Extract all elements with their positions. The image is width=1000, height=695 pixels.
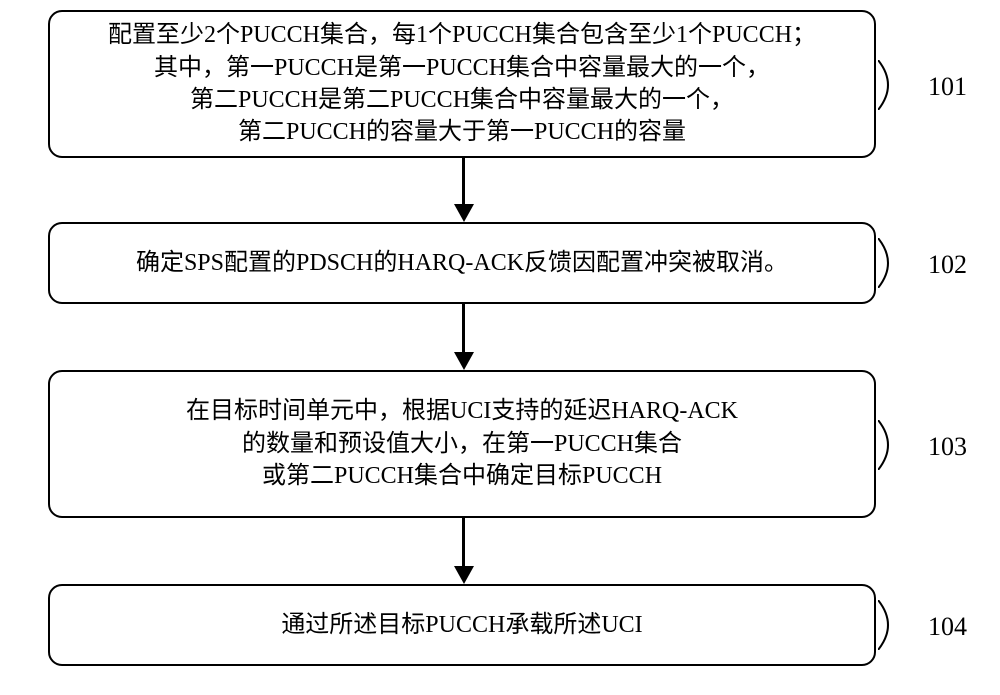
label-connector-103 <box>878 420 928 470</box>
step-101-line-2: 其中，第一PUCCH是第一PUCCH集合中容量最大的一个， <box>154 52 770 84</box>
label-connector-104 <box>878 600 928 650</box>
step-101-label: 101 <box>928 72 967 102</box>
step-101-line-1: 配置至少2个PUCCH集合，每1个PUCCH集合包含至少1个PUCCH； <box>108 19 816 51</box>
label-connector-102 <box>878 238 928 288</box>
step-102-box: 确定SPS配置的PDSCH的HARQ-ACK反馈因配置冲突被取消。 <box>48 222 876 304</box>
flowchart-canvas: 配置至少2个PUCCH集合，每1个PUCCH集合包含至少1个PUCCH； 其中，… <box>0 0 1000 695</box>
arrow-3 <box>462 518 465 566</box>
arrow-2 <box>462 304 465 352</box>
step-102-label: 102 <box>928 250 967 280</box>
step-103-line-2: 的数量和预设值大小，在第一PUCCH集合 <box>242 428 682 460</box>
step-101-box: 配置至少2个PUCCH集合，每1个PUCCH集合包含至少1个PUCCH； 其中，… <box>48 10 876 158</box>
step-103-line-1: 在目标时间单元中，根据UCI支持的延迟HARQ-ACK <box>186 395 738 427</box>
arrow-3-head-icon <box>454 566 474 584</box>
step-102-line-1: 确定SPS配置的PDSCH的HARQ-ACK反馈因配置冲突被取消。 <box>136 247 788 279</box>
arrow-1 <box>462 158 465 204</box>
step-103-box: 在目标时间单元中，根据UCI支持的延迟HARQ-ACK 的数量和预设值大小，在第… <box>48 370 876 518</box>
step-104-line-1: 通过所述目标PUCCH承载所述UCI <box>281 609 642 641</box>
step-101-line-4: 第二PUCCH的容量大于第一PUCCH的容量 <box>238 116 686 148</box>
step-101-line-3: 第二PUCCH是第二PUCCH集合中容量最大的一个， <box>190 84 734 116</box>
step-103-label: 103 <box>928 432 967 462</box>
step-104-label: 104 <box>928 612 967 642</box>
arrow-2-head-icon <box>454 352 474 370</box>
step-103-line-3: 或第二PUCCH集合中确定目标PUCCH <box>262 460 662 492</box>
label-connector-101 <box>878 60 928 110</box>
step-104-box: 通过所述目标PUCCH承载所述UCI <box>48 584 876 666</box>
arrow-1-head-icon <box>454 204 474 222</box>
